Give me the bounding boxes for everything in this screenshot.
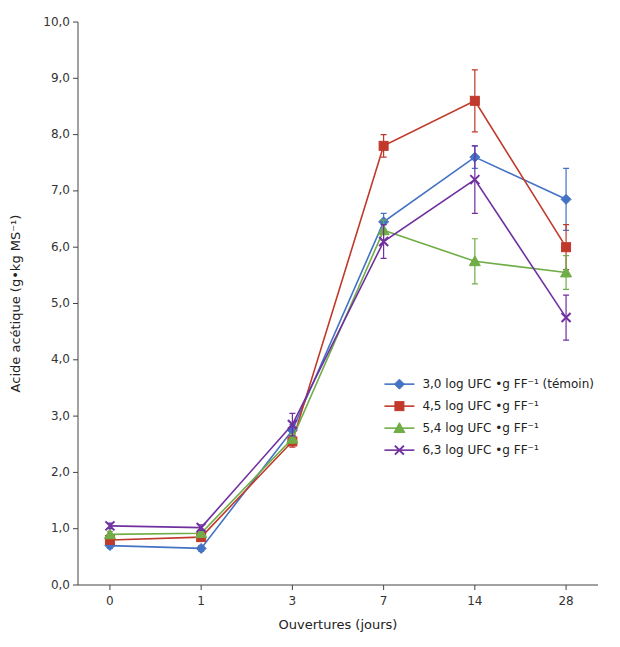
series <box>105 70 570 545</box>
x-tick <box>201 585 202 590</box>
x-tick-label: 14 <box>467 594 482 608</box>
marker <box>197 523 206 532</box>
legend-marker <box>395 446 404 455</box>
y-tick-label: 3,0 <box>51 409 70 423</box>
y-tick <box>73 416 78 417</box>
y-tick-label: 0,0 <box>51 578 70 592</box>
legend: 3,0 log UFC •g FF⁻¹ (témoin) 4,5 log UFC … <box>384 377 594 457</box>
x-tick-label: 0 <box>106 594 114 608</box>
marker <box>470 175 479 184</box>
x-tick-label: 28 <box>558 594 573 608</box>
x-tick <box>566 585 567 590</box>
x-axis-label: Ouvertures (jours) <box>279 617 398 632</box>
marker <box>196 543 206 553</box>
axes: 0,0 1,0 2,0 3,0 4,0 5,0 6,0 7,0 8,0 9,0 10,0 0 1 3 7 14… <box>43 15 598 609</box>
x-tick <box>383 585 384 590</box>
legend-label: 3,0 log UFC •g FF⁻¹ (témoin) <box>422 377 594 391</box>
legend-marker <box>394 423 405 433</box>
y-tick-label: 6,0 <box>51 240 70 254</box>
y-tick <box>73 190 78 191</box>
x-tick <box>474 585 475 590</box>
y-tick <box>73 303 78 304</box>
x-tick-label: 1 <box>197 594 205 608</box>
series-line <box>110 157 566 548</box>
x-tick <box>109 585 110 590</box>
y-tick-label: 2,0 <box>51 465 70 479</box>
y-tick <box>73 472 78 473</box>
y-tick-label: 4,0 <box>51 352 70 366</box>
y-tick-label: 8,0 <box>51 127 70 141</box>
y-tick <box>73 78 78 79</box>
marker <box>561 267 572 277</box>
legend-label: 5,4 log UFC •g FF⁻¹ <box>422 421 539 435</box>
x-tick-label: 3 <box>289 594 297 608</box>
series-line <box>110 180 566 528</box>
y-tick <box>73 528 78 529</box>
y-axis-label: Acide acétique (g•kg MS⁻¹) <box>8 215 23 393</box>
marker <box>469 256 480 266</box>
y-tick-label: 9,0 <box>51 71 70 85</box>
x-tick-label: 7 <box>380 594 388 608</box>
marker <box>470 96 479 105</box>
series <box>105 146 571 554</box>
y-tick-label: 10,0 <box>43 15 70 29</box>
x-tick <box>292 585 293 590</box>
y-tick <box>73 585 78 586</box>
legend-label: 6,3 log UFC •g FF⁻¹ <box>422 443 539 457</box>
y-tick <box>73 134 78 135</box>
chart: 0,0 1,0 2,0 3,0 4,0 5,0 6,0 7,0 8,0 9,0 10,0 0 1 3 7 14… <box>0 0 620 647</box>
y-tick-label: 1,0 <box>51 521 70 535</box>
marker <box>562 243 571 252</box>
legend-marker <box>395 402 404 411</box>
marker <box>379 237 388 246</box>
marker <box>105 521 114 530</box>
y-tick <box>73 247 78 248</box>
marker <box>379 141 388 150</box>
series <box>105 146 570 532</box>
series-line <box>110 101 566 540</box>
y-tick-label: 7,0 <box>51 183 70 197</box>
x-axis-line <box>78 585 598 586</box>
y-tick <box>73 22 78 23</box>
y-tick-label: 5,0 <box>51 296 70 310</box>
legend-label: 4,5 log UFC •g FF⁻¹ <box>422 399 539 413</box>
y-tick <box>73 359 78 360</box>
legend-marker <box>394 379 404 389</box>
marker <box>561 194 571 204</box>
marker <box>562 313 571 322</box>
marker <box>288 420 297 429</box>
plot-area <box>104 70 571 554</box>
